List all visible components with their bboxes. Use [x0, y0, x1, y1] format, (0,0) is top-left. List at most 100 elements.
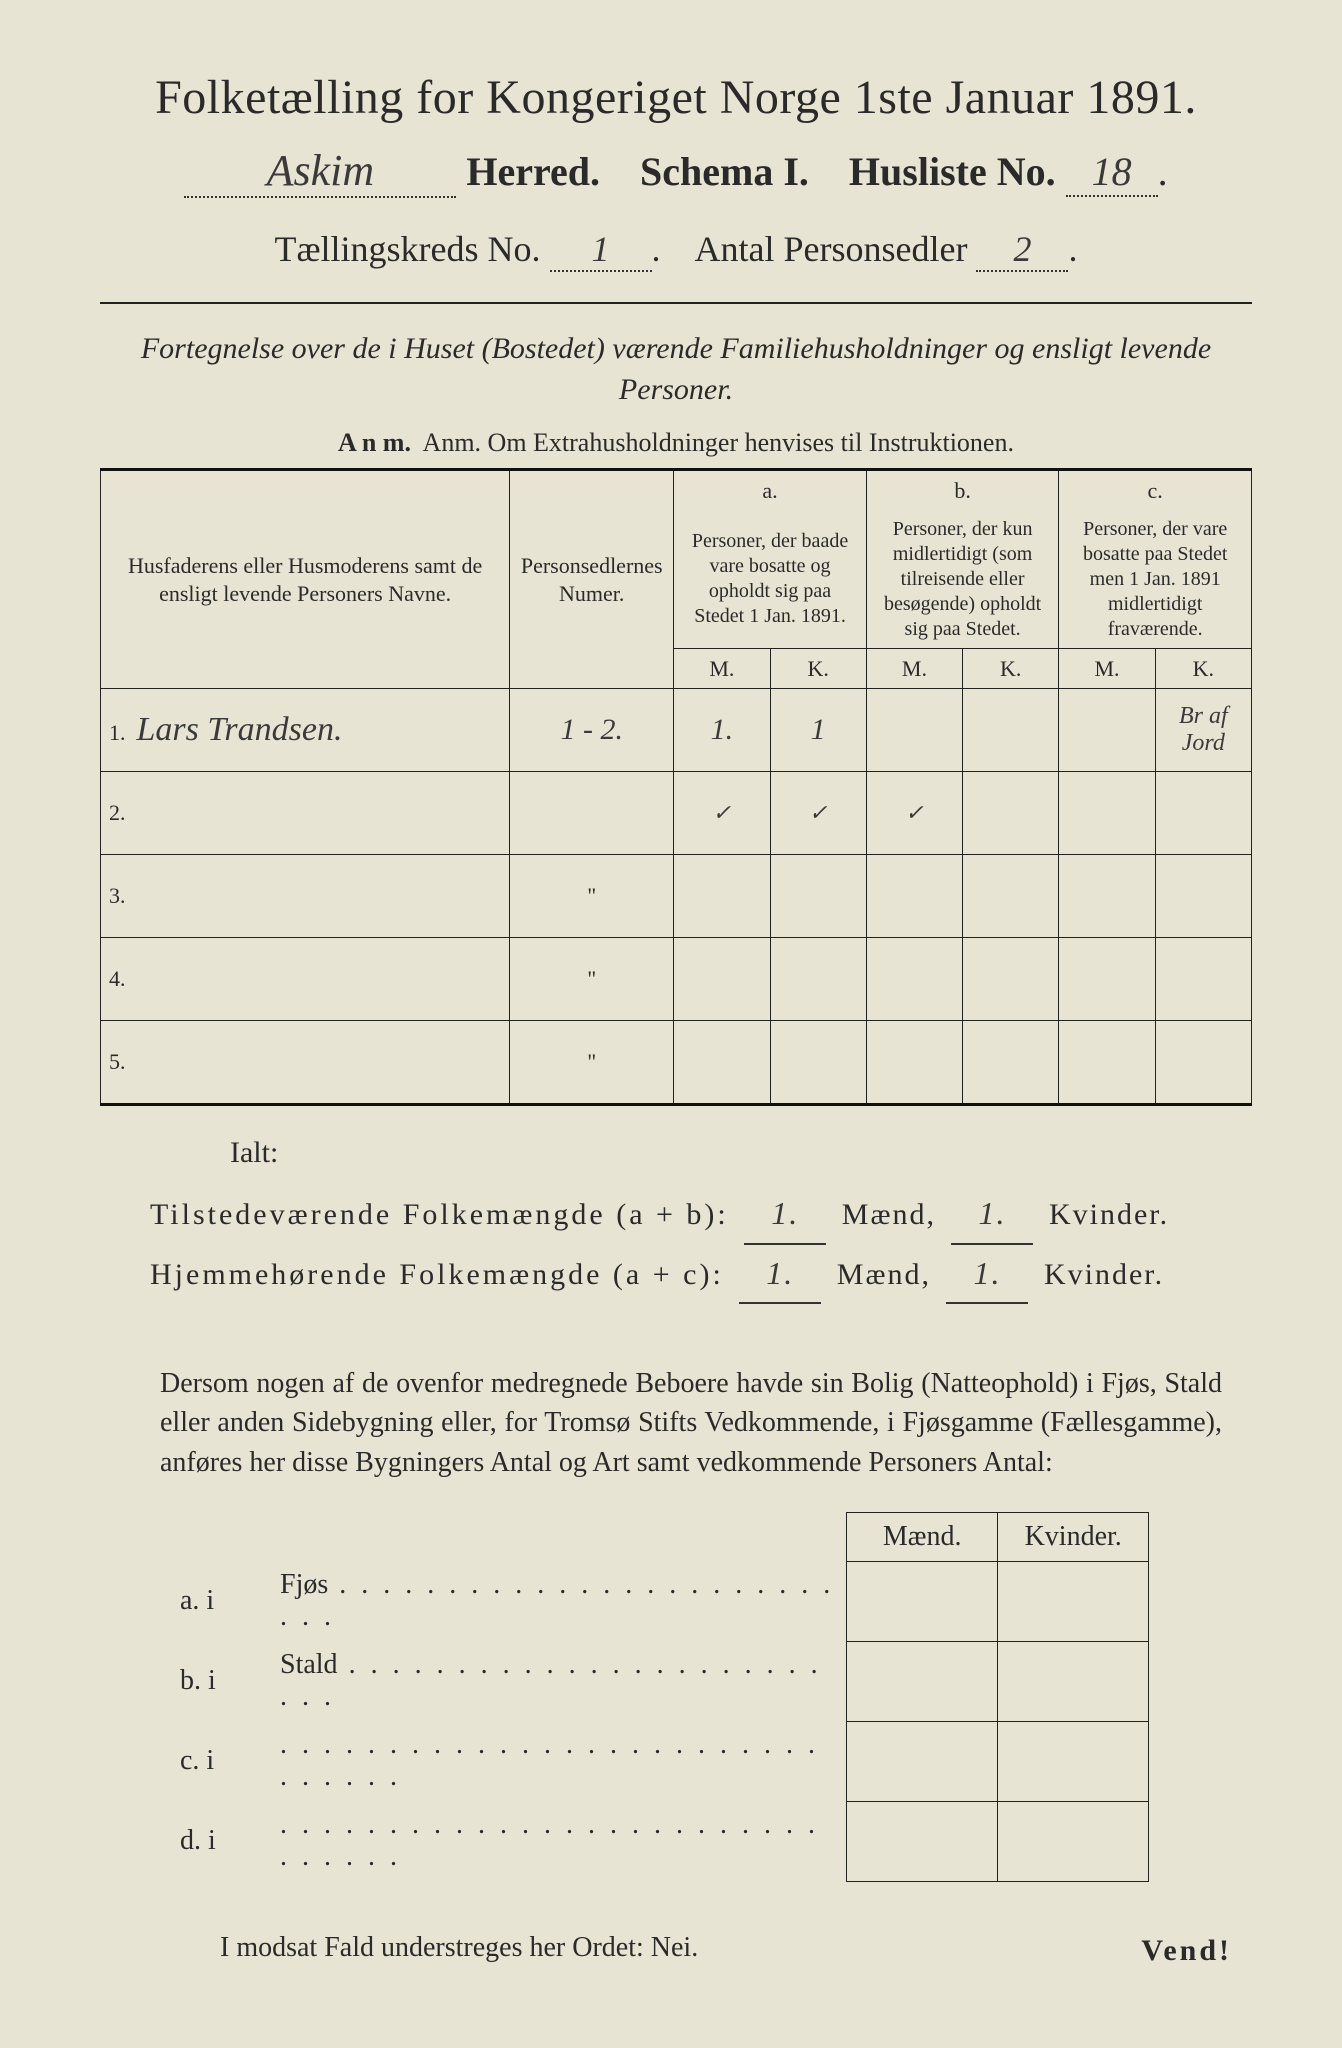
- col-header-a-top: a.: [674, 470, 867, 511]
- maend-label: Mænd,: [842, 1198, 936, 1231]
- present-pop-label: Tilstedeværende Folkemængde (a + b):: [150, 1198, 729, 1231]
- nei-line: I modsat Fald understreges her Ordet: Ne…: [220, 1932, 1252, 1964]
- schema-label: Schema I.: [640, 149, 809, 194]
- cell-bK: [963, 772, 1059, 855]
- cell-cM: [1059, 689, 1155, 772]
- herred-name-handwritten: Askim: [184, 145, 456, 198]
- cell-cK: Br af Jord: [1155, 689, 1251, 772]
- table-row: 5. ": [101, 1021, 1252, 1105]
- dots: . . . . . . . . . . . . . . . . . . . . …: [280, 1729, 819, 1792]
- kreds-label: Tællingskreds No.: [275, 229, 541, 269]
- col-header-c-top: c.: [1059, 470, 1252, 511]
- row-idx: 4.: [109, 966, 126, 991]
- col-b-k: K.: [963, 648, 1059, 689]
- bld-row: d. i . . . . . . . . . . . . . . . . . .…: [170, 1801, 1149, 1881]
- cell-cK: [1155, 772, 1251, 855]
- resident-kvinder-hw: 1.: [946, 1245, 1028, 1305]
- husliste-label: Husliste No.: [849, 149, 1056, 194]
- table-row: 1. Lars Trandsen. 1 - 2. 1. 1 Br af Jord: [101, 689, 1252, 772]
- personsedler-handwritten: 2: [976, 228, 1068, 272]
- cell-aM: [674, 938, 770, 1021]
- census-form-page: Folketælling for Kongeriget Norge 1ste J…: [0, 0, 1342, 2048]
- present-maend-hw: 1.: [744, 1185, 826, 1245]
- bld-col-maend: Mænd.: [847, 1512, 998, 1561]
- cell-bM: [866, 855, 962, 938]
- kvinder-label: Kvinder.: [1044, 1258, 1164, 1291]
- subtitle: Fortegnelse over de i Huset (Bostedet) v…: [130, 329, 1222, 410]
- row-num-hw: [510, 772, 674, 855]
- bld-cell-m: [847, 1561, 998, 1641]
- dots: . . . . . . . . . . . . . . . . . . . . …: [280, 1809, 819, 1872]
- totals-block: Tilstedeværende Folkemængde (a + b): 1. …: [150, 1185, 1252, 1304]
- cell-cM: [1059, 855, 1155, 938]
- bld-row: b. i Stald . . . . . . . . . . . . . . .…: [170, 1641, 1149, 1721]
- row-num-hw: ": [510, 855, 674, 938]
- row-idx: 1.: [109, 720, 126, 745]
- col-c-m: M.: [1059, 648, 1155, 689]
- bld-cell-k: [998, 1641, 1149, 1721]
- dots: . . . . . . . . . . . . . . . . . . . . …: [280, 1649, 822, 1712]
- cell-aM: ✓: [674, 772, 770, 855]
- bld-cell-k: [998, 1801, 1149, 1881]
- bld-row-lab: a. i: [170, 1561, 270, 1641]
- col-header-name: Husfaderens eller Husmoderens samt de en…: [101, 470, 510, 689]
- bld-row-lab: b. i: [170, 1641, 270, 1721]
- row-idx: 3.: [109, 883, 126, 908]
- table-row: 4. ": [101, 938, 1252, 1021]
- col-b-m: M.: [866, 648, 962, 689]
- row-name-hw: Lars Trandsen.: [137, 711, 343, 748]
- cell-aM: 1.: [674, 689, 770, 772]
- cell-aK: [770, 938, 866, 1021]
- col-a-m: M.: [674, 648, 770, 689]
- cell-cM: [1059, 772, 1155, 855]
- personsedler-label: Antal Personsedler: [695, 229, 968, 269]
- row-num-hw: 1 - 2.: [510, 689, 674, 772]
- cell-cM: [1059, 938, 1155, 1021]
- bld-cell-m: [847, 1801, 998, 1881]
- cell-cM: [1059, 1021, 1155, 1105]
- maend-label: Mænd,: [837, 1258, 931, 1291]
- cell-aK: [770, 1021, 866, 1105]
- col-a-k: K.: [770, 648, 866, 689]
- herred-label: Herred.: [466, 149, 600, 194]
- bld-cell-k: [998, 1561, 1149, 1641]
- table-row: 3. ": [101, 855, 1252, 938]
- kvinder-label: Kvinder.: [1049, 1198, 1169, 1231]
- row-num-hw: ": [510, 938, 674, 1021]
- bld-row-lab: d. i: [170, 1801, 270, 1881]
- dots: . . . . . . . . . . . . . . . . . . . . …: [280, 1569, 834, 1632]
- household-table: Husfaderens eller Husmoderens samt de en…: [100, 468, 1252, 1106]
- cell-cK: [1155, 1021, 1251, 1105]
- anm-note: A n m. Anm. Om Extrahusholdninger henvis…: [100, 428, 1252, 458]
- divider-top: [100, 302, 1252, 304]
- col-header-b-top: b.: [866, 470, 1059, 511]
- bld-row-lab: c. i: [170, 1721, 270, 1801]
- col-header-c: Personer, der vare bosatte paa Stedet me…: [1059, 511, 1252, 649]
- bld-row-type: Stald: [280, 1649, 338, 1680]
- col-header-num: Personsedlernes Numer.: [510, 470, 674, 689]
- cell-aM: [674, 1021, 770, 1105]
- bld-row: a. i Fjøs . . . . . . . . . . . . . . . …: [170, 1561, 1149, 1641]
- bld-cell-m: [847, 1721, 998, 1801]
- cell-cK: [1155, 938, 1251, 1021]
- row-num-hw: ": [510, 1021, 674, 1105]
- bld-cell-m: [847, 1641, 998, 1721]
- resident-maend-hw: 1.: [739, 1245, 821, 1305]
- cell-bK: [963, 938, 1059, 1021]
- buildings-paragraph: Dersom nogen af de ovenfor medregnede Be…: [160, 1364, 1222, 1482]
- cell-bM: [866, 1021, 962, 1105]
- husliste-no-handwritten: 18: [1066, 148, 1158, 197]
- kreds-no-handwritten: 1: [550, 228, 652, 272]
- cell-aK: [770, 855, 866, 938]
- present-kvinder-hw: 1.: [951, 1185, 1033, 1245]
- table-row: 2. ✓ ✓ ✓: [101, 772, 1252, 855]
- cell-bM: [866, 938, 962, 1021]
- vend-label: Vend!: [1141, 1934, 1232, 1968]
- cell-bK: [963, 689, 1059, 772]
- row-idx: 2.: [109, 800, 126, 825]
- cell-cK: [1155, 855, 1251, 938]
- ialt-label: Ialt:: [230, 1136, 1252, 1170]
- col-header-a: Personer, der baade vare bosatte og opho…: [674, 511, 867, 649]
- col-header-b: Personer, der kun midlertidigt (som tilr…: [866, 511, 1059, 649]
- col-c-k: K.: [1155, 648, 1251, 689]
